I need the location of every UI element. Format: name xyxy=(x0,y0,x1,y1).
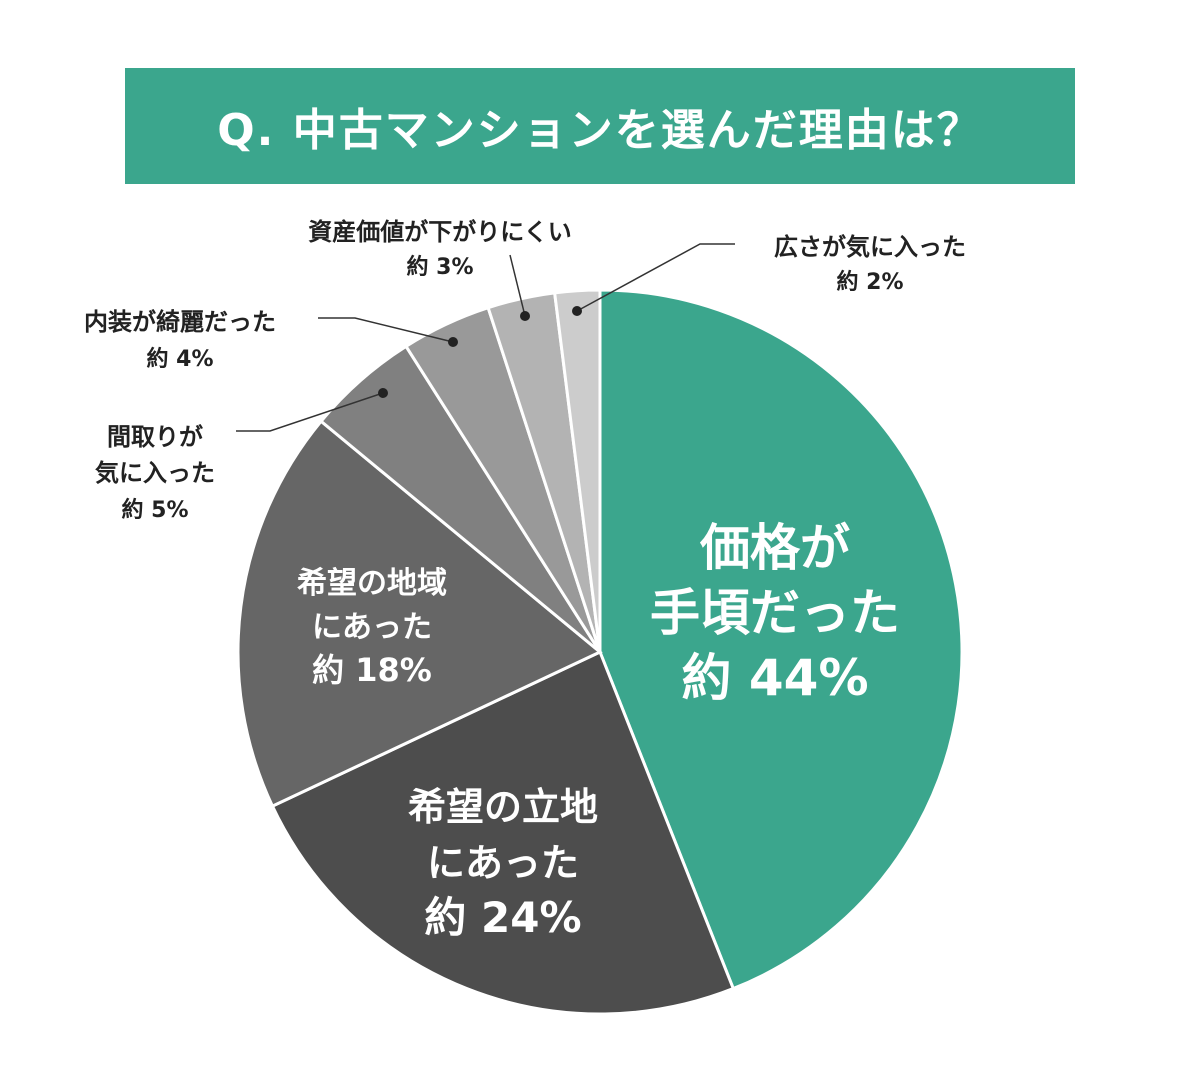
slice-name-label: にあった xyxy=(312,610,432,645)
slice-name-label: 手頃だった xyxy=(650,584,900,642)
pie-slice xyxy=(598,288,964,991)
slice-name-label: 資産価値が下がりにくい xyxy=(308,218,572,246)
pie-slice xyxy=(236,419,603,809)
slice-value-label: 約 5% xyxy=(121,497,188,523)
slice-name-label: 希望の立地 xyxy=(408,785,598,829)
chart-title: Q. 中古マンションを選んだ理由は？ xyxy=(217,105,983,156)
slice-value-label: 約 24% xyxy=(424,893,581,942)
slice-value-label: 約 2% xyxy=(836,269,903,295)
leader-dot xyxy=(520,311,530,321)
slice-name-label: 価格が xyxy=(699,519,850,577)
pie-slice xyxy=(270,649,736,1016)
slice-name-label: 内装が綺麗だった xyxy=(84,308,276,336)
slice-name-label: 希望の地域 xyxy=(297,566,447,601)
slice-name-label: 広さが気に入った xyxy=(774,233,966,261)
slice-value-label: 約 3% xyxy=(406,254,473,280)
slice-value-label: 約 44% xyxy=(681,649,868,707)
leader-dot xyxy=(448,337,458,347)
leader-dot xyxy=(378,388,388,398)
leader-line xyxy=(576,243,735,312)
slice-value-label: 約 4% xyxy=(146,346,213,372)
leader-line xyxy=(318,317,454,343)
slice-name-label: 気に入った xyxy=(95,459,215,487)
pie-slice xyxy=(552,288,602,653)
slice-name-label: 間取りが xyxy=(107,423,203,451)
leader-line xyxy=(236,392,384,432)
slice-value-label: 約 18% xyxy=(312,651,432,689)
title-banner: Q. 中古マンションを選んだ理由は？ xyxy=(125,68,1075,184)
leader-line xyxy=(509,254,526,317)
slice-name-label: にあった xyxy=(427,841,579,885)
leader-dot xyxy=(572,306,582,316)
